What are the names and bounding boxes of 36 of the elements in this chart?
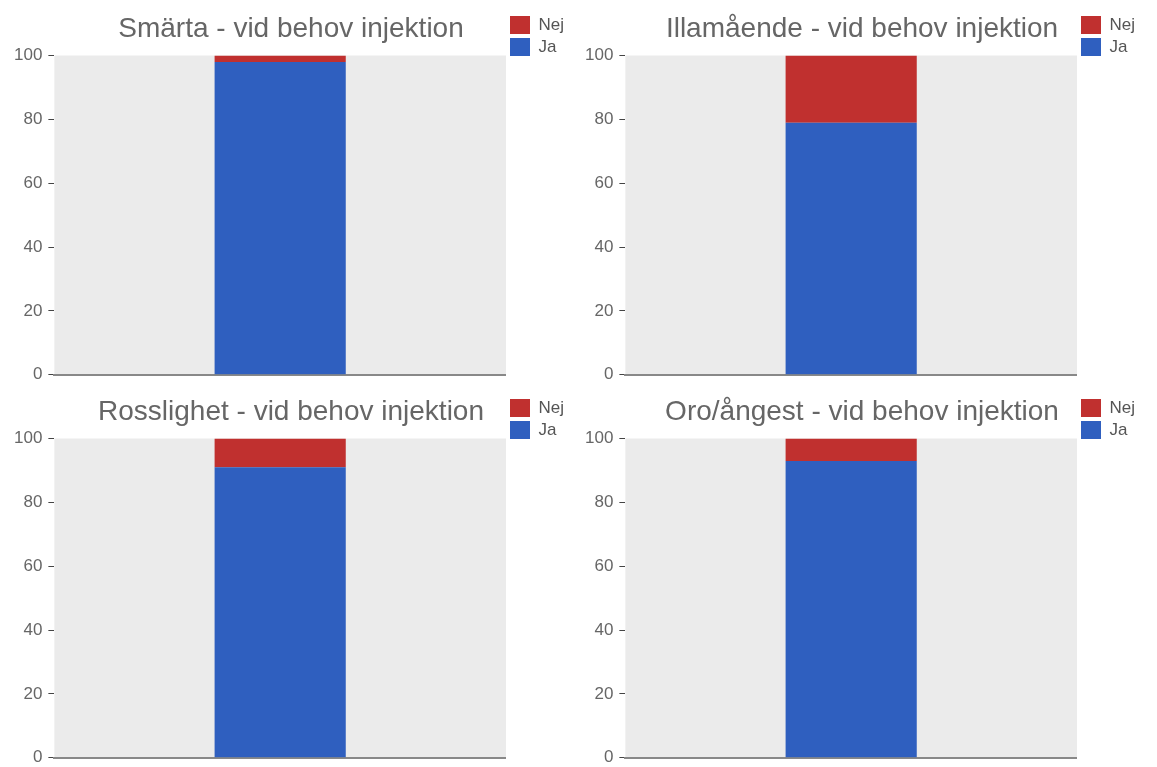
y-tick-label: 60 [23, 172, 43, 192]
legend-label: Ja [1109, 36, 1128, 56]
y-tick-label: 0 [32, 747, 43, 767]
y-tick-label: 100 [13, 428, 43, 448]
y-tick-label: 40 [23, 619, 43, 639]
y-tick-label: 80 [594, 492, 614, 512]
legend-label: Nej [1109, 14, 1136, 34]
y-tick-label: 40 [594, 619, 614, 639]
y-tick-label: 20 [23, 683, 43, 703]
y-tick-label: 40 [23, 236, 43, 256]
y-tick-label: 60 [594, 555, 614, 575]
legend-label: Nej [538, 397, 565, 417]
y-tick-label: 40 [594, 236, 614, 256]
y-tick-label: 100 [13, 45, 43, 65]
y-tick-label: 20 [594, 300, 614, 320]
y-tick-label: 60 [23, 555, 43, 575]
chart-title: Oro/ångest - vid behov injektion [665, 394, 1059, 426]
legend-label: Nej [1109, 397, 1136, 417]
legend-label: Ja [538, 36, 557, 56]
y-tick-label: 0 [603, 364, 614, 384]
y-tick-label: 0 [32, 364, 43, 384]
y-tick-label: 80 [23, 492, 43, 512]
chart-title: Rosslighet - vid behov injektion [98, 394, 484, 426]
chart-title: Smärta - vid behov injektion [118, 11, 464, 43]
legend-label: Nej [538, 14, 565, 34]
y-tick-label: 80 [23, 109, 43, 129]
y-tick-label: 0 [603, 747, 614, 767]
y-tick-label: 20 [23, 300, 43, 320]
y-tick-label: 100 [584, 45, 614, 65]
chart-title: Illamående - vid behov injektion [665, 11, 1059, 43]
legend-label: Ja [538, 419, 557, 439]
y-tick-label: 100 [584, 428, 614, 448]
legend-label: Ja [1109, 419, 1128, 439]
y-tick-label: 20 [594, 683, 614, 703]
y-tick-label: 80 [594, 109, 614, 129]
y-tick-label: 60 [594, 172, 614, 192]
